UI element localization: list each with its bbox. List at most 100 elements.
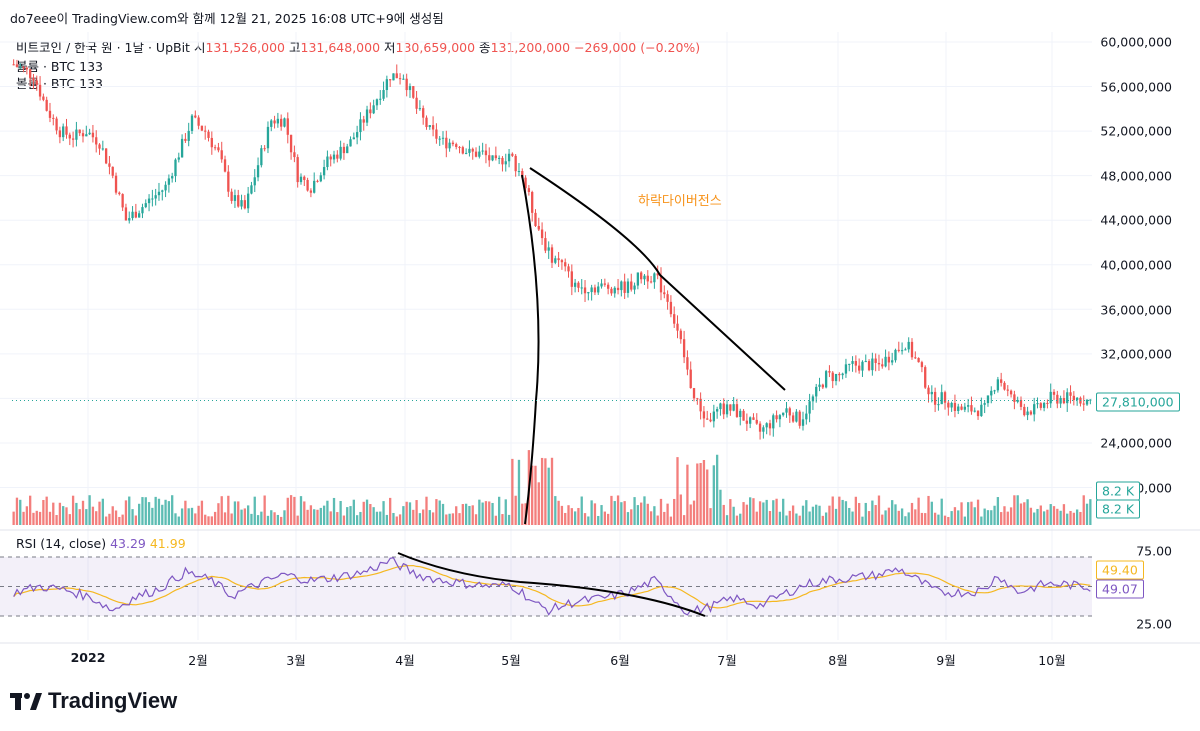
candle-body: [1056, 394, 1059, 404]
candle-body: [732, 404, 735, 411]
volume-legend-2[interactable]: 볼륨 · BTC 133: [16, 73, 103, 92]
volume-bar: [339, 500, 342, 525]
candle-body: [788, 408, 791, 416]
rsi-ma-tag[interactable]: 49.40: [1096, 560, 1144, 580]
volume-tag[interactable]: 8.2 K: [1096, 481, 1141, 501]
volume-bar: [144, 497, 147, 525]
candle-body: [455, 144, 458, 147]
candle-body: [22, 66, 25, 68]
volume-bar: [184, 500, 187, 525]
candle-body: [98, 144, 101, 149]
volume-bar: [818, 505, 821, 525]
candle-body: [342, 146, 346, 154]
volume-bar: [560, 505, 564, 525]
candle-body: [570, 271, 573, 287]
candle-body: [45, 99, 48, 111]
time-axis-label: 8월: [828, 653, 848, 668]
low-value: 130,659,000: [395, 40, 476, 55]
high-label: 고: [288, 40, 301, 55]
tradingview-logo[interactable]: TradingView: [10, 688, 177, 714]
candle-body: [600, 283, 603, 287]
volume-bar: [858, 502, 861, 525]
volume-bar: [993, 505, 996, 525]
volume-bar: [881, 514, 884, 525]
volume-bar: [58, 502, 62, 525]
rsi-ma-value: 41.99: [149, 536, 186, 551]
volume-bar: [597, 515, 600, 525]
candle-body: [1003, 382, 1006, 390]
candle-body: [887, 356, 891, 363]
volume-bar: [920, 512, 924, 525]
volume-bar: [709, 508, 712, 525]
candle-body: [620, 281, 623, 291]
volume-bar: [907, 512, 910, 525]
volume-bar: [164, 499, 167, 525]
volume-bar: [583, 513, 587, 525]
volume-bar: [976, 499, 980, 525]
candle-body: [58, 130, 62, 138]
candle-body: [422, 108, 425, 118]
candle-body: [425, 117, 428, 128]
volume-bar: [577, 507, 580, 525]
volume-bar: [927, 495, 930, 525]
volume-bar: [355, 515, 359, 525]
volume-bar: [735, 515, 739, 525]
volume-bar: [187, 508, 190, 525]
candle-body: [207, 131, 210, 138]
candle-body: [210, 137, 213, 148]
rsi-legend[interactable]: RSI (14, close) 43.29 41.99: [16, 536, 186, 551]
candle-body: [891, 360, 894, 363]
volume-value: 133: [79, 76, 103, 91]
candle-body: [643, 275, 646, 280]
candle-body: [996, 379, 1000, 391]
volume-bar: [484, 501, 488, 525]
candle-body: [1046, 402, 1049, 404]
volume-bar: [435, 499, 438, 525]
candle-body: [524, 177, 527, 189]
candle-body: [309, 190, 313, 193]
volume-bar: [937, 514, 940, 525]
candle-body: [240, 200, 243, 207]
volume-bar: [729, 499, 732, 525]
volume-bar: [1026, 499, 1029, 525]
time-axis-label: 2022: [70, 650, 106, 665]
candle-body: [801, 419, 805, 426]
candle-body: [365, 109, 369, 123]
candle-body: [765, 423, 768, 428]
candle-body: [217, 147, 220, 151]
volume-bar: [415, 500, 418, 525]
candle-body: [666, 294, 669, 302]
ohlc-legend[interactable]: 비트코인 / 한국 원 · 1날 · UpBit 시131,526,000 고1…: [16, 37, 700, 56]
volume-bar: [785, 515, 788, 525]
candle-body: [749, 417, 752, 424]
candle-body: [71, 138, 75, 140]
candle-body: [986, 395, 990, 404]
candle-body: [782, 412, 785, 416]
candle-body: [451, 142, 455, 145]
open-value: 131,526,000: [205, 40, 285, 55]
volume-bar: [210, 516, 213, 525]
volume-bar: [564, 512, 567, 525]
candle-body: [19, 66, 22, 68]
volume-tag[interactable]: 8.2 K: [1096, 499, 1141, 519]
candle-body: [1085, 399, 1089, 405]
candle-body: [379, 98, 382, 100]
price-axis-label: 40,000,000: [1100, 257, 1172, 273]
candle-body: [544, 238, 547, 251]
volume-bar: [768, 511, 772, 525]
rsi-tag[interactable]: 49.07: [1096, 579, 1144, 599]
volume-bar: [141, 497, 144, 525]
volume-bar: [217, 503, 220, 525]
current-price-tag[interactable]: 27,810,000: [1096, 392, 1180, 412]
volume-bar: [580, 496, 583, 525]
candle-body: [973, 410, 976, 412]
symbol-label: 비트코인 / 한국 원 · 1날 · UpBit: [16, 40, 190, 55]
candle-body: [458, 146, 461, 148]
volume-bar: [398, 514, 402, 525]
candle-body: [914, 357, 917, 359]
candle-body: [679, 330, 682, 340]
volume-bar: [441, 503, 445, 525]
candle-body: [656, 273, 659, 276]
volume-bar: [379, 511, 382, 525]
